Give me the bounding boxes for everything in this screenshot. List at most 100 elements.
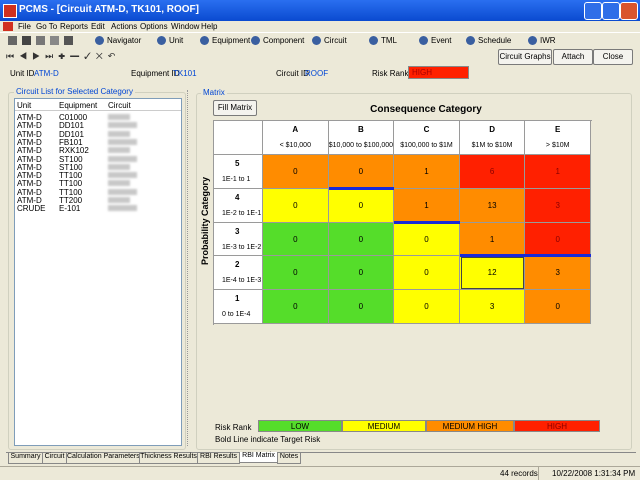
action-button[interactable]: Circuit Graphs xyxy=(498,49,552,65)
toolbar-icon xyxy=(157,36,166,45)
legend-item: MEDIUM xyxy=(342,420,426,432)
fill-matrix-button[interactable]: Fill Matrix xyxy=(213,100,257,116)
toolbar-button[interactable]: Schedule xyxy=(478,36,511,45)
menu-item[interactable]: Reports xyxy=(60,22,88,31)
toolbar-button[interactable]: Unit xyxy=(169,36,183,45)
matrix-cell[interactable]: 0 xyxy=(263,155,329,189)
tab[interactable]: RBI Results xyxy=(197,453,240,464)
blurred-circuit xyxy=(108,172,137,178)
matrix-cell[interactable]: 1 xyxy=(394,155,460,189)
matrix-cell[interactable]: 0 xyxy=(329,223,395,257)
matrix-cell[interactable]: 0 xyxy=(263,290,329,324)
tab[interactable]: Notes xyxy=(277,453,301,464)
menu-item[interactable]: File xyxy=(18,22,31,31)
tab[interactable]: Thickness Results xyxy=(139,453,198,464)
group-title: Matrix xyxy=(201,88,227,97)
menu-item[interactable]: Edit xyxy=(91,22,105,31)
matrix-cell[interactable]: 0 xyxy=(329,155,395,189)
column-header: A < $10,000 xyxy=(263,121,329,155)
column-range: > $10M xyxy=(525,142,590,149)
toolbar-button[interactable]: Component xyxy=(263,36,304,45)
column-name: A xyxy=(263,125,328,134)
matrix-cell[interactable]: 0 xyxy=(525,223,591,257)
matrix-cell[interactable]: 3 xyxy=(460,290,526,324)
maximize-button[interactable] xyxy=(602,2,620,20)
list-column-header: Equipment xyxy=(59,101,97,110)
row-range: 1E-2 to 1E-1 xyxy=(222,210,261,217)
tool-icon[interactable] xyxy=(22,36,31,45)
toolbar-icon xyxy=(419,36,428,45)
tool-icon[interactable] xyxy=(50,36,59,45)
title-bar: PCMS - [Circuit ATM-D, TK101, ROOF] xyxy=(0,0,640,21)
matrix-cell[interactable]: 0 xyxy=(329,189,395,223)
row-name: 4 xyxy=(235,193,239,202)
matrix-cell[interactable]: 6 xyxy=(460,155,526,189)
info-circuit-label: Circuit ID xyxy=(276,69,309,78)
matrix-cell[interactable]: 0 xyxy=(263,223,329,257)
matrix-cell[interactable]: 1 xyxy=(460,223,526,257)
menu-item[interactable]: Go To xyxy=(36,22,57,31)
action-button[interactable]: Close xyxy=(593,49,633,65)
list-column-header: Unit xyxy=(17,101,31,110)
column-name: E xyxy=(525,125,590,134)
row-name: 2 xyxy=(235,260,239,269)
row-name: 5 xyxy=(235,159,239,168)
matrix-cell[interactable]: 0 xyxy=(525,290,591,324)
menu-item[interactable]: Actions xyxy=(111,22,137,31)
menu-item[interactable]: Help xyxy=(201,22,217,31)
tab[interactable]: Circuit xyxy=(42,453,67,464)
tool-icon[interactable] xyxy=(8,36,17,45)
blurred-circuit xyxy=(108,205,137,211)
matrix-cell[interactable]: 0 xyxy=(394,256,460,290)
column-range: $10,000 to $100,000 xyxy=(329,142,394,149)
matrix-cell[interactable]: 3 xyxy=(525,189,591,223)
blurred-circuit xyxy=(108,180,130,186)
close-window-button[interactable] xyxy=(620,2,638,20)
matrix-cell[interactable]: 0 xyxy=(263,256,329,290)
menu-bar: File Go ToReportsEdit ActionsOptionsWindow… xyxy=(0,21,640,32)
menu-item[interactable]: Options xyxy=(140,22,168,31)
toolbar-button[interactable]: Navigator xyxy=(107,36,141,45)
toolbar-button[interactable]: TML xyxy=(381,36,397,45)
status-datetime: 10/22/2008 1:31:34 PM xyxy=(552,469,635,478)
toolbar-button[interactable]: Event xyxy=(431,36,451,45)
action-button[interactable]: Attach xyxy=(553,49,593,65)
tool-icon[interactable] xyxy=(36,36,45,45)
toolbar-button[interactable]: IWR xyxy=(540,36,556,45)
matrix-cell[interactable]: 1 xyxy=(394,189,460,223)
legend-label: Risk Rank xyxy=(215,423,251,432)
menu-item[interactable]: Window xyxy=(171,22,199,31)
circuit-list: UnitEquipmentCircuitATM-DC01000ATM-DDD10… xyxy=(14,98,182,446)
matrix-cell[interactable]: 0 xyxy=(394,223,460,257)
matrix-cell[interactable]: 13 xyxy=(460,189,526,223)
blurred-circuit xyxy=(108,122,137,128)
legend-item: LOW xyxy=(258,420,342,432)
toolbar-button[interactable]: Circuit xyxy=(324,36,347,45)
column-header: D$1M to $10M xyxy=(460,121,526,155)
tab[interactable]: Calculation Parameters xyxy=(66,453,140,464)
row-name: 1 xyxy=(235,294,239,303)
column-name: C xyxy=(394,125,459,134)
blurred-circuit xyxy=(108,139,137,145)
matrix-cell[interactable]: 0 xyxy=(394,290,460,324)
minimize-button[interactable] xyxy=(584,2,602,20)
matrix-cell[interactable]: 0 xyxy=(263,189,329,223)
splitter[interactable] xyxy=(187,90,191,446)
matrix-cell[interactable]: 1 xyxy=(525,155,591,189)
toolbar-button[interactable]: Equipment xyxy=(212,36,250,45)
matrix-cell[interactable]: 0 xyxy=(329,290,395,324)
toolbar-icon xyxy=(528,36,537,45)
matrix-cell[interactable]: 3 xyxy=(525,256,591,290)
list-cell[interactable]: CRUDE xyxy=(17,204,45,213)
blurred-circuit xyxy=(108,147,130,153)
tab[interactable]: RBI Matrix xyxy=(239,452,278,463)
tab[interactable]: Summary xyxy=(8,453,43,464)
matrix-cell[interactable]: 0 xyxy=(329,256,395,290)
corner-cell xyxy=(214,121,263,155)
row-range: 0 to 1E-4 xyxy=(222,311,250,318)
tab-strip: SummaryCircuitCalculation ParametersThic… xyxy=(6,452,636,465)
window-title: PCMS - [Circuit ATM-D, TK101, ROOF] xyxy=(19,4,199,15)
column-range: < $10,000 xyxy=(263,142,328,149)
tool-icon[interactable] xyxy=(64,36,73,45)
doc-icon xyxy=(3,22,13,31)
